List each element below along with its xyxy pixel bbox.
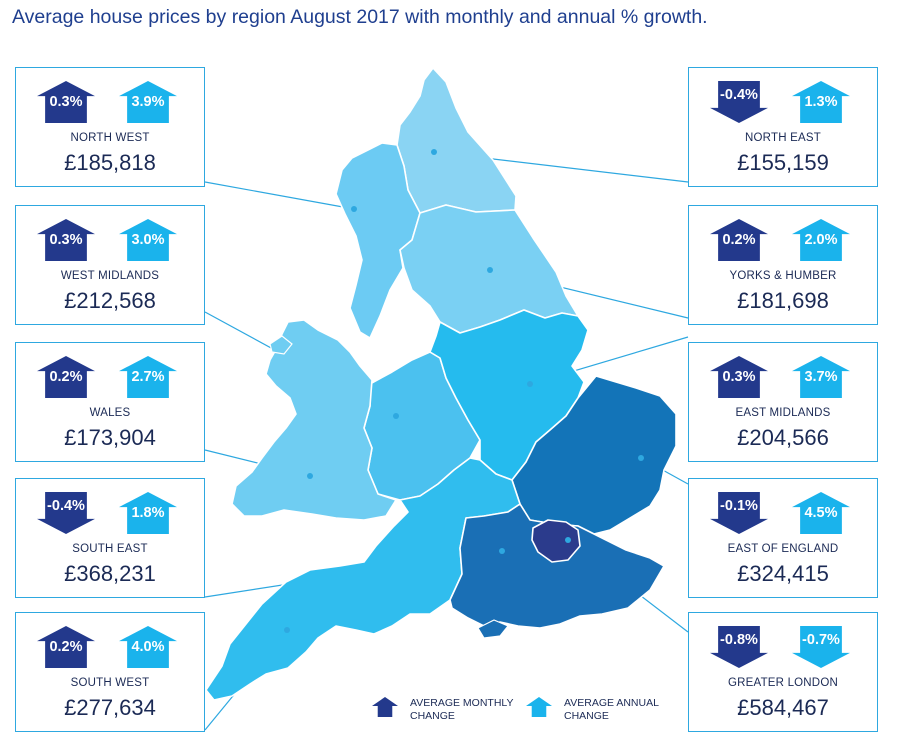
region-price: £212,568 xyxy=(64,288,156,313)
region-price: £185,818 xyxy=(64,150,156,175)
legend-annual-label: AVERAGE ANNUAL CHANGE xyxy=(564,697,659,722)
region-price: £277,634 xyxy=(64,695,156,720)
monthly-change-arrow: 0.3% xyxy=(710,356,768,398)
region-price: £368,231 xyxy=(64,561,156,586)
map-island-anglesey xyxy=(269,335,293,355)
annual-change-arrow: 2.0% xyxy=(792,219,850,261)
annual-change-arrow: 4.5% xyxy=(792,492,850,534)
marker-east-midlands xyxy=(527,381,533,387)
region-card-east-of-england: -0.1% 4.5% EAST OF ENGLAND £324,415 xyxy=(688,478,878,598)
annual-change-arrow: 3.9% xyxy=(119,81,177,123)
region-name: WEST MIDLANDS xyxy=(60,270,160,282)
annual-change-arrow: -0.7% xyxy=(792,626,850,668)
region-markers xyxy=(284,149,644,633)
region-name: NORTH EAST xyxy=(745,132,821,144)
marker-greater-london xyxy=(565,537,571,543)
region-card-west-midlands: 0.3% 3.0% WEST MIDLANDS £212,568 xyxy=(15,205,205,325)
monthly-change-arrow: -0.8% xyxy=(710,626,768,668)
region-name: WALES xyxy=(89,407,131,419)
region-card-east-midlands: 0.3% 3.7% EAST MIDLANDS £204,566 xyxy=(688,342,878,462)
annual-change-arrow: 4.0% xyxy=(119,626,177,668)
region-price: £324,415 xyxy=(737,561,829,586)
monthly-change-arrow: 0.3% xyxy=(37,219,95,261)
annual-change-arrow: 3.0% xyxy=(119,219,177,261)
region-price: £584,467 xyxy=(737,695,829,720)
region-price: £181,698 xyxy=(737,288,829,313)
monthly-change-arrow: -0.4% xyxy=(710,81,768,123)
marker-south-west xyxy=(284,627,290,633)
monthly-change-arrow: 0.2% xyxy=(37,626,95,668)
arrow-up-icon xyxy=(526,697,552,717)
region-card-greater-london: -0.8% -0.7% GREATER LONDON £584,467 xyxy=(688,612,878,732)
map-region-south-east xyxy=(449,503,665,629)
region-card-wales: 0.2% 2.7% WALES £173,904 xyxy=(15,342,205,462)
monthly-change-arrow: -0.4% xyxy=(37,492,95,534)
annual-change-arrow: 1.3% xyxy=(792,81,850,123)
region-price: £155,159 xyxy=(737,150,829,175)
region-price: £204,566 xyxy=(737,425,829,450)
region-card-north-west: 0.3% 3.9% NORTH WEST £185,818 xyxy=(15,67,205,187)
annual-change-arrow: 1.8% xyxy=(119,492,177,534)
region-card-yorks-humber: 0.2% 2.0% YORKS & HUMBER £181,698 xyxy=(688,205,878,325)
marker-south-east xyxy=(499,548,505,554)
marker-east-of-england xyxy=(638,455,644,461)
map-region-greater-london xyxy=(531,519,581,563)
region-name: EAST MIDLANDS xyxy=(735,407,831,419)
marker-yorks-humber xyxy=(487,267,493,273)
monthly-change-arrow: -0.1% xyxy=(710,492,768,534)
monthly-change-arrow: 0.2% xyxy=(710,219,768,261)
page-title: Average house prices by region August 20… xyxy=(12,6,708,28)
region-name: NORTH WEST xyxy=(70,132,150,144)
region-card-north-east: -0.4% 1.3% NORTH EAST £155,159 xyxy=(688,67,878,187)
region-name: GREATER LONDON xyxy=(728,677,838,689)
map-island-isle-of-wight xyxy=(477,619,509,639)
region-price: £173,904 xyxy=(64,425,156,450)
marker-west-midlands xyxy=(393,413,399,419)
monthly-change-arrow: 0.2% xyxy=(37,356,95,398)
region-name: SOUTH WEST xyxy=(70,677,150,689)
marker-wales xyxy=(307,473,313,479)
connector-north-west xyxy=(204,181,355,210)
marker-north-east xyxy=(431,149,437,155)
annual-change-arrow: 3.7% xyxy=(792,356,850,398)
arrow-up-icon xyxy=(372,697,398,717)
region-name: YORKS & HUMBER xyxy=(729,270,837,282)
region-name: EAST OF ENGLAND xyxy=(727,543,839,555)
region-name: SOUTH EAST xyxy=(72,543,148,555)
map-region-south-west xyxy=(205,457,521,701)
annual-change-arrow: 2.7% xyxy=(119,356,177,398)
map-region-wales xyxy=(231,319,397,521)
region-card-south-east: -0.4% 1.8% SOUTH EAST £368,231 xyxy=(15,478,205,598)
monthly-change-arrow: 0.3% xyxy=(37,81,95,123)
region-card-south-west: 0.2% 4.0% SOUTH WEST £277,634 xyxy=(15,612,205,732)
marker-north-west xyxy=(351,206,357,212)
map-region-north-east xyxy=(396,67,517,214)
legend-monthly-label: AVERAGE MONTHLY CHANGE xyxy=(410,697,514,722)
